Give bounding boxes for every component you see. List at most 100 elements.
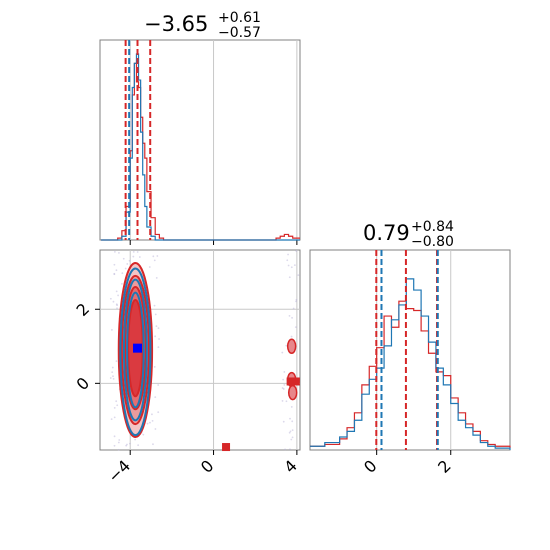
joint-sample-point <box>132 255 135 258</box>
x-tick-label-param1: −4 <box>104 456 134 486</box>
joint-sample-point <box>283 383 286 386</box>
joint-sample-point <box>292 307 295 310</box>
joint-sample-point <box>158 338 160 340</box>
joint-sample-point <box>154 335 157 338</box>
joint-sample-point <box>287 264 290 267</box>
joint-sample-point <box>295 250 298 252</box>
joint-sample-point <box>121 272 124 275</box>
joint-sample-point <box>290 438 293 441</box>
joint-sample-point <box>290 266 293 269</box>
joint-sample-point <box>110 418 113 421</box>
x-tick-label-param2: 0 <box>360 456 381 477</box>
joint-sample-point <box>113 263 116 266</box>
joint-sample-point <box>289 448 291 451</box>
joint-sample-point <box>126 443 128 446</box>
joint-sample-point <box>117 294 119 297</box>
joint-outlier-square <box>291 377 300 386</box>
joint-sample-point <box>110 329 113 331</box>
joint-sample-point <box>297 274 300 277</box>
title-param2-minus: −0.80 <box>411 234 454 250</box>
joint-outlier-square <box>222 443 231 452</box>
joint-sample-point <box>285 400 288 403</box>
joint-sample-point <box>113 250 116 253</box>
joint-sample-point <box>286 259 289 262</box>
joint-sample-point <box>146 422 149 425</box>
joint-sample-point <box>157 411 160 414</box>
joint-sample-point <box>152 255 155 258</box>
joint-sample-point <box>288 431 291 434</box>
joint-sample-point <box>112 377 115 380</box>
joint-sample-point <box>115 360 118 363</box>
y-tick-label-param2: 0 <box>73 373 94 394</box>
joint-outlier-blob <box>286 338 297 355</box>
joint-outlier-blob <box>287 384 298 401</box>
joint-sample-point <box>134 438 137 441</box>
joint-contour-panel <box>95 249 301 455</box>
joint-sample-point <box>111 366 114 369</box>
joint-contour-blue <box>122 278 148 422</box>
joint-contour-blue <box>126 291 145 409</box>
joint-sample-point <box>282 420 285 423</box>
joint-sample-point <box>293 264 296 266</box>
joint-sample-point <box>122 257 125 260</box>
joint-sample-point <box>113 272 116 275</box>
joint-sample-point <box>116 404 119 407</box>
joint-sample-point <box>113 416 116 419</box>
joint-sample-point <box>136 251 139 253</box>
joint-sample-point <box>113 406 116 409</box>
joint-sample-point <box>121 282 123 285</box>
hist2-series-blue <box>310 278 511 450</box>
joint-sample-point <box>117 448 120 451</box>
x-tick-label-param1: 0 <box>197 456 218 477</box>
hist1-series-blue <box>101 53 300 241</box>
joint-sample-point <box>116 307 118 310</box>
joint-sample-point <box>149 421 151 424</box>
joint-sample-point <box>290 335 293 338</box>
joint-sample-point <box>156 255 159 257</box>
joint-sample-point <box>118 439 121 441</box>
joint-sample-point <box>112 375 114 378</box>
joint-sample-point <box>289 417 291 420</box>
joint-sample-point <box>282 378 285 381</box>
joint-sample-point <box>115 400 118 403</box>
joint-sample-point <box>294 326 297 329</box>
joint-sample-point <box>109 297 112 300</box>
joint-sample-point <box>128 259 131 262</box>
joint-sample-point <box>155 325 158 328</box>
joint-sample-point <box>137 444 140 447</box>
joint-sample-point <box>291 429 294 432</box>
joint-sample-point <box>291 420 294 423</box>
y-tick-label-param2: 2 <box>73 299 94 320</box>
joint-sample-point <box>117 441 120 444</box>
histogram-param1-panel <box>99 39 301 245</box>
joint-sample-point <box>157 346 160 349</box>
joint-sample-point <box>151 413 153 416</box>
joint-sample-point <box>111 371 114 374</box>
joint-sample-point <box>291 316 293 319</box>
joint-sample-point <box>295 300 297 303</box>
joint-sample-point <box>142 433 145 436</box>
title-param1-value: −3.65 <box>144 12 208 36</box>
joint-sample-point <box>153 365 156 368</box>
joint-sample-point <box>118 251 120 254</box>
joint-sample-point <box>116 304 119 307</box>
title-param2-plus: +0.84 <box>411 219 454 235</box>
joint-sample-point <box>154 396 157 399</box>
joint-sample-point <box>287 253 289 256</box>
joint-sample-point <box>148 266 151 268</box>
title-param1: −3.65 +0.61 −0.57 <box>144 10 261 41</box>
hist1-frame <box>99 39 301 241</box>
x-tick-label-param1: 4 <box>280 456 301 477</box>
joint-sample-point <box>291 436 294 439</box>
joint-sample-point <box>295 298 298 301</box>
x-tick-label-param2: 2 <box>434 456 455 477</box>
joint-sample-point <box>283 371 286 373</box>
title-param1-plus: +0.61 <box>218 10 261 26</box>
joint-sample-point <box>290 406 293 408</box>
joint-sample-point <box>155 277 158 279</box>
joint-sample-point <box>157 327 160 330</box>
joint-sample-point <box>157 384 160 386</box>
joint-sample-point <box>129 442 131 445</box>
joint-sample-point <box>113 444 116 447</box>
